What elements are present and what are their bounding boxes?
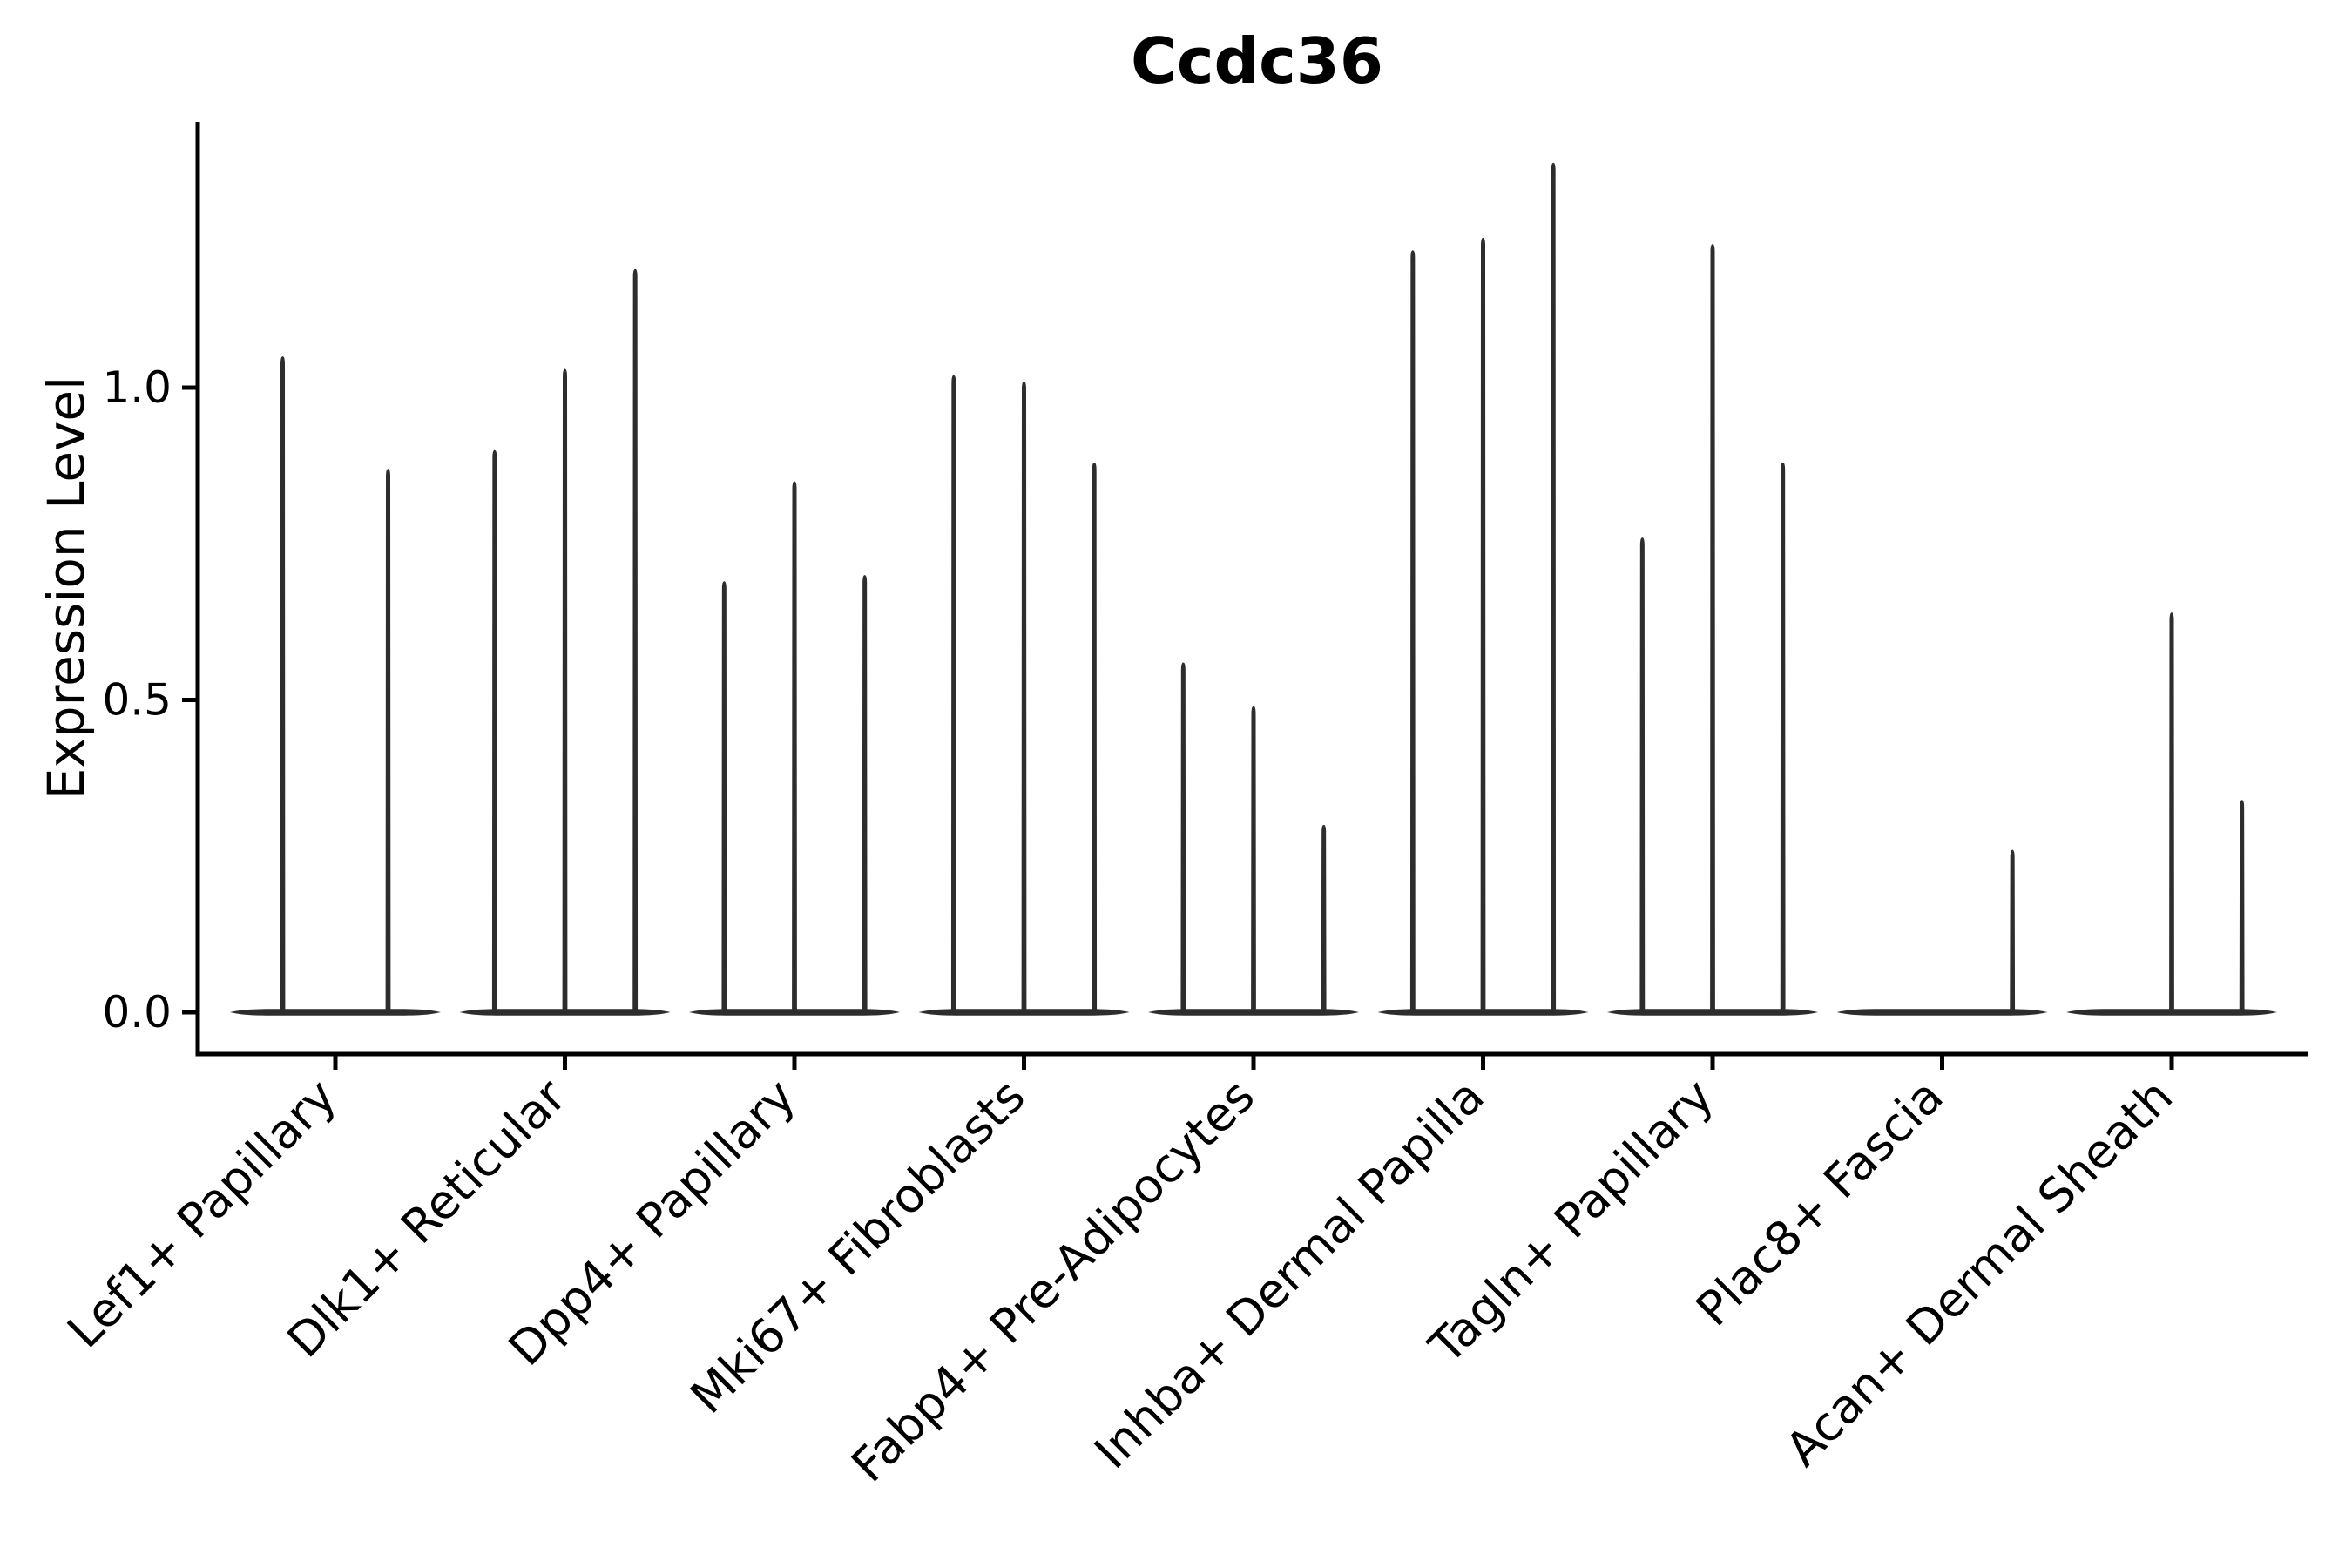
- x-tick-label: Inhba+ Dermal Papilla: [1084, 1069, 1494, 1479]
- x-tick-label: Plac8+ Fascia: [1686, 1069, 1954, 1337]
- violin-density-spike: [562, 368, 568, 1012]
- violin-density-spike: [1409, 250, 1416, 1012]
- violin-density-spike: [1251, 706, 1256, 1012]
- violin-density-spike: [385, 469, 391, 1012]
- violin-density-spike: [1780, 463, 1786, 1012]
- y-tick-label: 0.5: [102, 675, 172, 726]
- x-tick-label: Fabp4+ Pre-Adipocytes: [841, 1069, 1265, 1493]
- chart-title: Ccdc36: [1131, 24, 1383, 98]
- violin-density-spike: [1639, 537, 1646, 1012]
- violin-density-spike: [792, 481, 797, 1012]
- y-tick-label: 0.0: [102, 987, 172, 1037]
- violin-density-spike: [2010, 849, 2016, 1012]
- violin-density-spike: [491, 449, 497, 1012]
- violin-density-spike: [1551, 162, 1557, 1012]
- violin-density-spike: [1180, 662, 1186, 1012]
- violin-density-spike: [1710, 244, 1715, 1013]
- violin-density-spike: [1021, 381, 1027, 1013]
- violin-density-spike: [950, 375, 956, 1012]
- violin-density-spike: [721, 581, 727, 1012]
- y-axis-label: Expression Level: [37, 376, 96, 800]
- x-tick-label: Acan+ Dermal Sheath: [1775, 1069, 2183, 1477]
- violin-density-spike: [1092, 463, 1098, 1012]
- violin-density-spike: [1480, 237, 1486, 1012]
- violin-density-spike: [2169, 612, 2174, 1012]
- violin-density-spike: [862, 575, 868, 1012]
- violin-density-spike: [1321, 824, 1327, 1012]
- violin-baseline: [230, 1009, 441, 1016]
- violin-density-spike: [632, 268, 639, 1012]
- violin-density-spike: [2239, 800, 2245, 1012]
- violin-baseline: [1836, 1009, 2048, 1016]
- y-tick-label: 1.0: [102, 362, 172, 413]
- violin-density-spike: [280, 356, 286, 1012]
